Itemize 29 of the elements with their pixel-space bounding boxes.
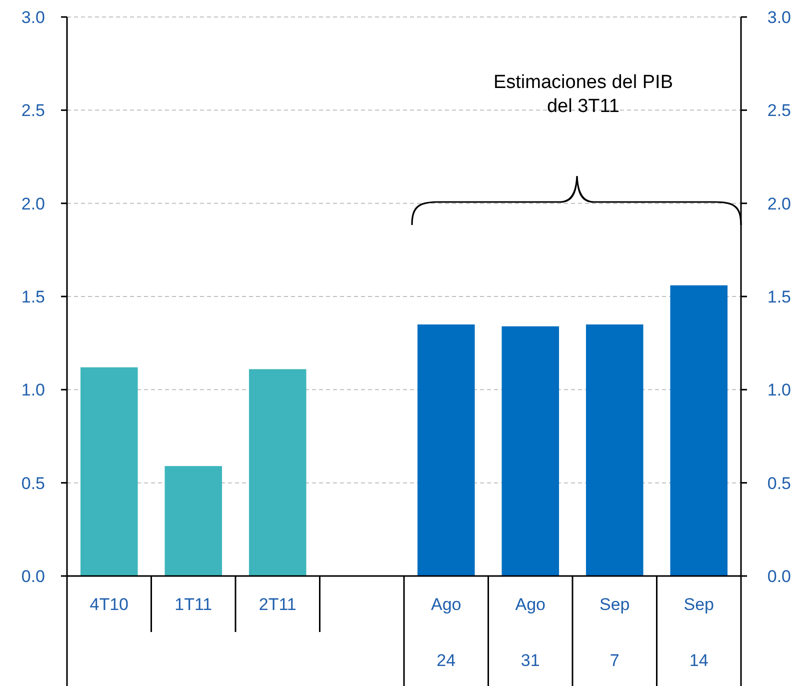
category-label: Sep 14: [684, 595, 714, 670]
bar: [248, 369, 306, 576]
category-label: Sep 7: [600, 595, 630, 670]
x-tick-label: 1T11: [174, 595, 212, 614]
bar: [164, 466, 222, 576]
y2-tick-label: 3.0: [767, 8, 791, 27]
bar: [502, 326, 560, 576]
y-tick-label: 3.0: [21, 8, 45, 27]
y2-tick-label: 1.5: [767, 287, 791, 306]
y2-tick-label: 2.5: [767, 101, 791, 120]
x-tick-label: 2T11: [258, 595, 296, 614]
y-tick-label: 0.5: [21, 474, 45, 493]
y-tick-label: 0.0: [21, 566, 45, 586]
bar: [417, 324, 475, 576]
bar: [80, 367, 138, 576]
category-label: Ago 31: [515, 595, 546, 670]
y-tick-label: 1.5: [21, 287, 45, 306]
bar: [670, 285, 728, 576]
y2-tick-label: 2.0: [767, 194, 791, 214]
category-label: Ago 24: [431, 595, 462, 670]
y2-tick-label: 0.5: [767, 474, 791, 493]
annotation: Estimaciones del PIB del 3T11: [493, 72, 674, 117]
bar: [586, 324, 644, 576]
x-tick-label: 4T10: [90, 595, 128, 614]
y2-tick-label: 0.0: [767, 566, 791, 586]
y-tick-label: 2.0: [21, 194, 45, 214]
y-tick-label: 2.5: [21, 101, 45, 120]
y-tick-label: 1.0: [21, 380, 45, 400]
y2-tick-label: 1.0: [767, 380, 791, 400]
